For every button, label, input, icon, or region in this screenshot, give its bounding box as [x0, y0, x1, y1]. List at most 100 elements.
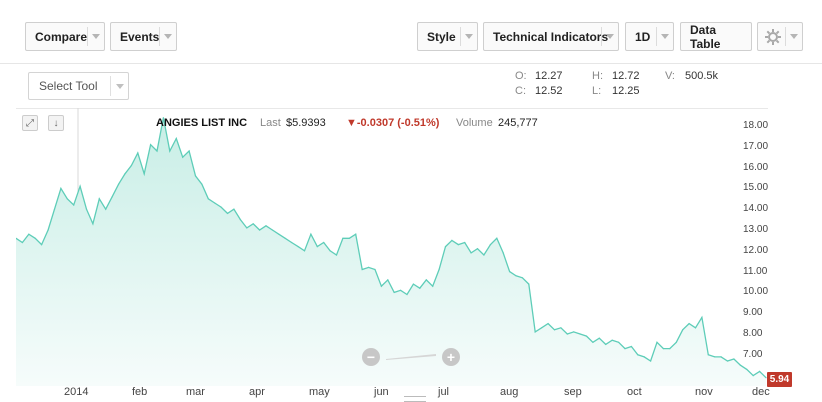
- price-point: [92, 223, 94, 225]
- price-point: [201, 183, 203, 185]
- zoom-in-icon[interactable]: +: [442, 348, 460, 366]
- price-point: [534, 331, 536, 333]
- x-tick-label: sep: [564, 386, 582, 398]
- price-point: [291, 241, 293, 244]
- x-tick-label: jun: [374, 386, 389, 398]
- technical-indicators-button[interactable]: Technical Indicators: [483, 22, 619, 51]
- volume-header-value: 245,777: [498, 117, 538, 129]
- last-label: Last: [260, 117, 281, 129]
- price-point: [707, 354, 709, 356]
- high-label: H:: [592, 70, 603, 82]
- price-point: [105, 208, 107, 210]
- price-point: [85, 208, 88, 210]
- price-point: [265, 225, 267, 227]
- price-point: [182, 156, 184, 158]
- price-point: [28, 233, 30, 235]
- price-point: [432, 285, 434, 287]
- price-point: [585, 335, 588, 337]
- chevron-down-icon: [87, 27, 104, 46]
- price-point: [739, 364, 742, 366]
- price-point: [342, 237, 344, 239]
- price-point: [470, 252, 472, 254]
- price-point: [521, 277, 523, 279]
- style-button[interactable]: Style: [417, 22, 478, 51]
- y-tick-label: 12.00: [743, 244, 769, 256]
- price-point: [560, 327, 562, 329]
- last-price-badge: 5.94: [767, 372, 792, 387]
- zoom-slider[interactable]: [386, 354, 436, 360]
- price-point: [669, 348, 671, 350]
- price-point: [214, 202, 216, 204]
- price-point: [682, 329, 684, 331]
- y-tick-label: 13.00: [743, 224, 769, 235]
- price-point: [726, 360, 729, 362]
- resize-handle[interactable]: [404, 396, 426, 402]
- price-point: [566, 333, 568, 335]
- interval-button[interactable]: 1D: [625, 22, 674, 51]
- download-icon[interactable]: ↓: [48, 115, 64, 131]
- price-point: [746, 368, 748, 370]
- chevron-down-icon: [110, 76, 128, 96]
- price-point: [194, 175, 197, 177]
- x-tick-label: oct: [627, 386, 642, 398]
- y-tick-label: 14.00: [743, 203, 769, 215]
- price-point: [252, 223, 254, 225]
- company-name: ANGIES LIST INC: [156, 117, 248, 129]
- price-point: [656, 341, 658, 343]
- expand-icon[interactable]: ⤢: [22, 115, 38, 131]
- volume-value: 500.5k: [685, 70, 719, 82]
- chart-svg: [16, 108, 767, 386]
- price-point: [143, 173, 145, 175]
- price-point: [759, 370, 761, 372]
- x-tick-label: mar: [186, 386, 205, 398]
- gear-icon: [765, 28, 781, 45]
- volume-header-label: Volume: [456, 117, 493, 129]
- price-point: [650, 360, 652, 362]
- price-point: [66, 198, 68, 200]
- select-tool-dropdown[interactable]: Select Tool: [28, 72, 129, 100]
- price-point: [592, 341, 594, 343]
- events-label: Events: [120, 29, 160, 44]
- price-chart[interactable]: ⤢ ↓ ANGIES LIST INC Last $5.9393 ▼-0.030…: [16, 108, 822, 402]
- events-button[interactable]: Events: [110, 22, 177, 51]
- settings-button[interactable]: [757, 22, 803, 51]
- price-point: [316, 246, 318, 248]
- price-point: [714, 356, 716, 358]
- price-point: [374, 268, 376, 271]
- chevron-down-icon: [460, 27, 477, 46]
- price-point: [380, 285, 382, 287]
- price-point: [60, 187, 62, 189]
- zoom-out-icon[interactable]: −: [362, 348, 380, 366]
- low-value: 12.25: [612, 85, 640, 97]
- price-point: [547, 323, 549, 325]
- price-point: [297, 246, 299, 248]
- price-point: [502, 252, 504, 254]
- price-point: [79, 185, 81, 187]
- price-point: [643, 356, 645, 358]
- last-value: $5.9393: [286, 117, 326, 129]
- y-tick-label: 9.00: [743, 307, 763, 319]
- x-tick-label: may: [309, 386, 330, 398]
- chart-toolbar: Compare Events Style Technical Indicator…: [0, 0, 822, 64]
- compare-label: Compare: [35, 29, 88, 44]
- y-tick-label: 11.00: [743, 265, 768, 277]
- price-point: [624, 348, 626, 350]
- style-label: Style: [427, 29, 456, 44]
- price-point: [637, 354, 639, 356]
- price-point: [579, 333, 581, 335]
- price-point: [271, 229, 273, 231]
- y-tick-label: 15.00: [743, 182, 769, 194]
- compare-button[interactable]: Compare: [25, 22, 105, 51]
- price-point: [310, 233, 312, 235]
- data-table-button[interactable]: Data Table: [680, 22, 752, 51]
- x-tick-label: 2014: [64, 386, 89, 398]
- price-point: [752, 375, 754, 377]
- price-point: [303, 250, 306, 252]
- zoom-control: − +: [362, 346, 462, 368]
- x-tick-label: apr: [249, 386, 265, 398]
- y-tick-label: 10.00: [743, 286, 769, 298]
- price-point: [323, 241, 325, 244]
- ohlc-volume: V: 500.5k: [665, 69, 718, 84]
- price-point: [188, 150, 190, 152]
- price-point: [207, 198, 209, 200]
